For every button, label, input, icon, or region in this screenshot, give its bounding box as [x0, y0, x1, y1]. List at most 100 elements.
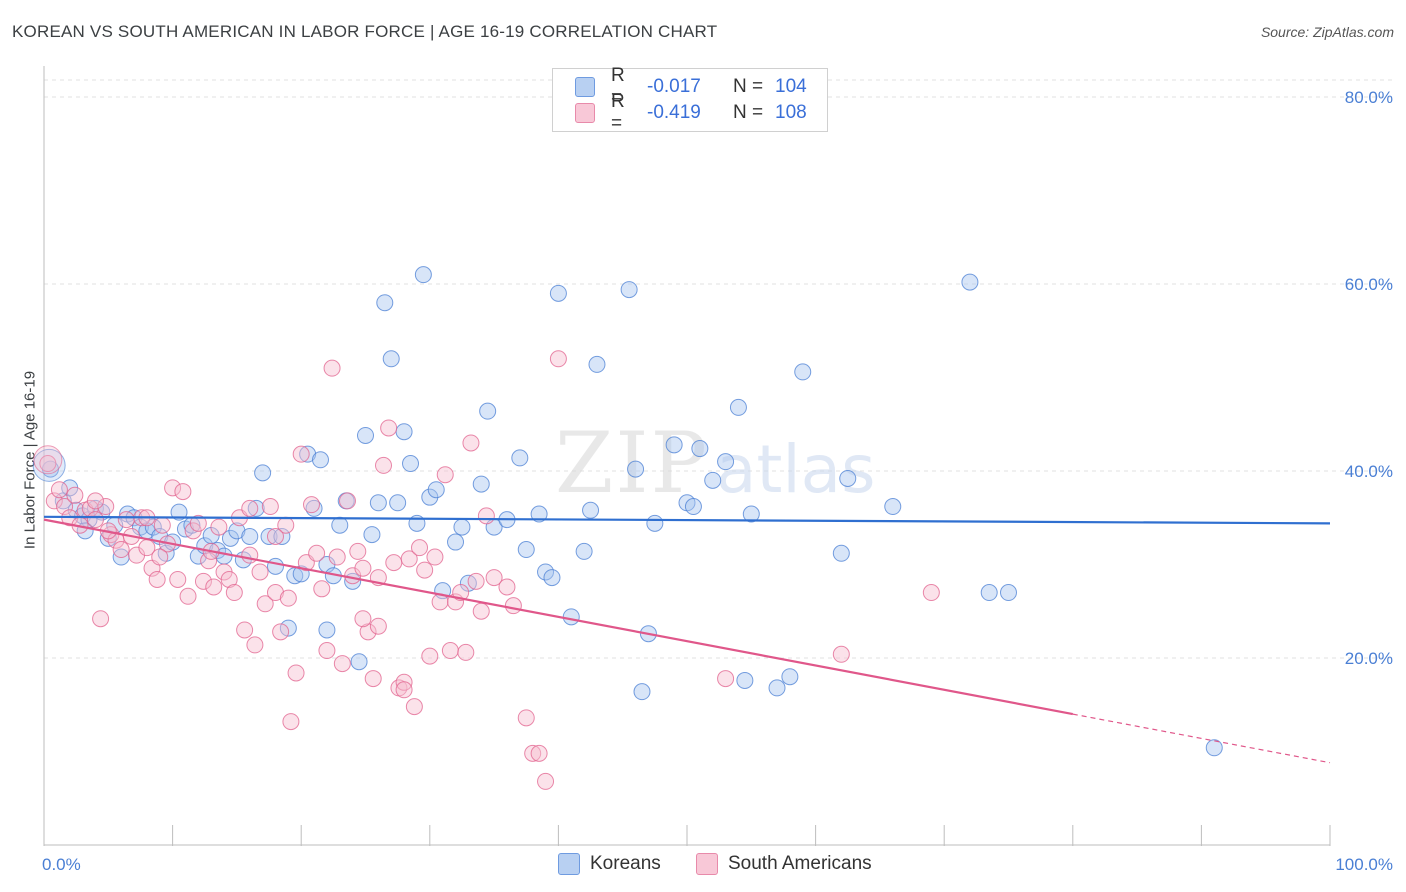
source-credit: Source: ZipAtlas.com [1260, 24, 1394, 40]
south-american-point [210, 518, 228, 536]
korean-point [582, 501, 600, 519]
korean-point [260, 527, 278, 545]
korean-point [646, 514, 664, 532]
korean-point [395, 423, 413, 441]
south-american-point [246, 636, 264, 654]
south-american-point [457, 643, 475, 661]
south-american-point [462, 434, 480, 452]
bottom-legend-swatch-south-americans [696, 853, 718, 875]
korean-point [537, 563, 555, 581]
trend-lines [43, 515, 1331, 764]
south-american-point [151, 548, 169, 566]
korean-point [729, 398, 747, 416]
legend-n-value: 104 [775, 76, 807, 97]
korean-point [382, 350, 400, 368]
south-american-point [272, 623, 290, 641]
korean-point [781, 668, 799, 686]
korean-point [241, 527, 259, 545]
watermark: ZIP atlas [555, 414, 876, 512]
south-american-point [220, 570, 238, 588]
south-american-point [400, 550, 418, 568]
legend-row-south-americans: R = -0.419 N = 108 [575, 91, 807, 134]
korean-point [736, 671, 754, 689]
korean-point [1205, 739, 1223, 757]
korean-trend-line [43, 515, 1331, 525]
legend-n-label: N = [733, 76, 764, 97]
korean-point [633, 683, 651, 701]
south-american-point [313, 580, 331, 598]
south-american-point [33, 445, 63, 475]
south-american-point [39, 455, 57, 473]
south-american-point [164, 479, 182, 497]
south-american-point [421, 647, 439, 665]
south-american-point [318, 642, 336, 660]
south-american-point [426, 548, 444, 566]
bottom-legend-swatch-koreans [558, 853, 580, 875]
korean-point [691, 440, 709, 458]
south-american-point [333, 655, 351, 673]
south-american-point [205, 578, 223, 596]
south-american-point [225, 584, 243, 602]
korean-point [543, 569, 561, 587]
korean-point [884, 498, 902, 516]
x-tick-label: 0.0% [42, 855, 81, 874]
south-american-point [179, 587, 197, 605]
korean-point [742, 505, 760, 523]
korean-point [299, 445, 317, 463]
korean-point [389, 494, 407, 512]
south-american-point [504, 597, 522, 615]
south-american-trend-extension [1072, 713, 1331, 764]
korean-point [717, 453, 735, 471]
korean-point [961, 273, 979, 291]
south-american-point [97, 498, 115, 516]
korean-point [357, 426, 374, 444]
south-american-point [436, 466, 454, 484]
south-american-point [498, 578, 516, 596]
bottom-legend-koreans: Koreans [558, 852, 661, 876]
korean-point [1000, 584, 1017, 602]
south-american-point [369, 617, 387, 635]
korean-point [32, 448, 66, 482]
south-american-point [169, 570, 187, 588]
south-american-point [153, 516, 171, 534]
south-american-point [411, 539, 429, 557]
legend-row-koreans: R = -0.017 N = 104 [575, 65, 807, 108]
south-american-point [364, 670, 382, 688]
legend-r-value: -0.017 [647, 76, 701, 97]
x-tick-label: 100.0% [1335, 855, 1393, 874]
south-american-point [328, 548, 346, 566]
korean-point [665, 436, 683, 454]
legend-n-label: N = [733, 102, 764, 123]
south-american-point [241, 499, 259, 517]
legend-r-label: R = [611, 65, 625, 108]
korean-point [684, 498, 702, 516]
bottom-legend-label-south-americans: South Americans [728, 853, 872, 874]
south-american-point [441, 642, 459, 660]
south-american-point [282, 713, 300, 731]
korean-point [331, 516, 349, 534]
south-american-point [266, 527, 284, 545]
south-american-trend-line [43, 518, 1074, 716]
korean-point [247, 499, 265, 517]
legend-swatch-koreans [575, 77, 595, 97]
south-american-point [524, 744, 542, 762]
south-american-point [405, 698, 423, 716]
legend-r-value: -0.419 [647, 102, 701, 123]
south-american-point [354, 610, 372, 628]
korean-point [279, 619, 297, 637]
korean-point [768, 679, 786, 697]
south-american-point [266, 584, 284, 602]
korean-point [575, 542, 593, 560]
south-american-point [261, 498, 279, 516]
grid-lines [44, 79, 1392, 659]
south-american-point [302, 496, 320, 514]
south-american-point [517, 709, 535, 727]
korean-point [350, 653, 368, 671]
y-tick-label: 80.0% [1345, 88, 1393, 107]
korean-point [479, 402, 497, 420]
south-american-point [112, 541, 130, 559]
south-american-point [395, 673, 413, 691]
south-american-point [380, 419, 398, 437]
korean-point [588, 355, 606, 373]
